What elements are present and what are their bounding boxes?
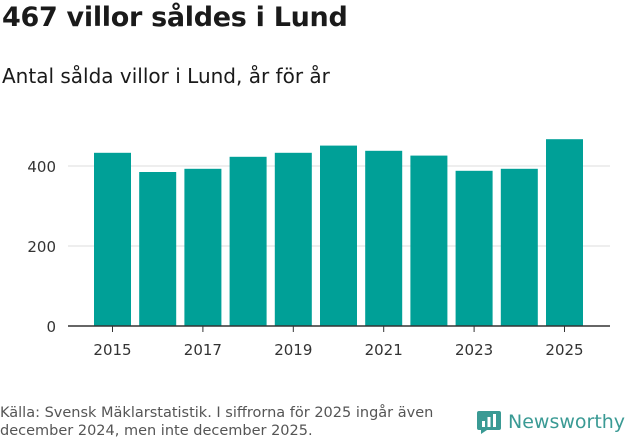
- bar-2016: [139, 172, 177, 326]
- bar-2020: [320, 145, 357, 326]
- bar-chart: 0 200 400 2015 2017 2019 2021 2023 2025: [27, 139, 610, 359]
- bar-2022: [410, 155, 448, 326]
- brand-name: Newsworthy: [508, 411, 626, 433]
- bar-2024: [500, 168, 538, 326]
- bar-2021: [365, 150, 403, 326]
- x-tick-label: 2025: [545, 341, 583, 359]
- bar-2019: [274, 152, 312, 326]
- x-tick-label: 2019: [274, 341, 312, 359]
- chart-subtitle: Antal sålda villor i Lund, år för år: [2, 64, 330, 88]
- y-tick-label: 0: [46, 318, 56, 336]
- bar-2017: [184, 168, 222, 326]
- newsworthy-logo[interactable]: Newsworthy: [476, 408, 625, 436]
- bar-2015: [94, 152, 131, 326]
- newsworthy-icon: [477, 411, 501, 434]
- x-tick-label: 2023: [455, 341, 493, 359]
- y-tick-label: 400: [27, 158, 56, 176]
- x-tick-label: 2017: [184, 341, 222, 359]
- bar-2023: [455, 170, 493, 326]
- chart-title: 467 villor såldes i Lund: [2, 2, 348, 33]
- y-tick-label: 200: [27, 238, 56, 256]
- x-tick-label: 2015: [93, 341, 131, 359]
- source-note: Källa: Svensk Mäklarstatistik. I siffror…: [0, 405, 434, 439]
- x-tick-label: 2021: [365, 341, 403, 359]
- bar-2025: [546, 139, 583, 326]
- bar-2018: [229, 156, 267, 326]
